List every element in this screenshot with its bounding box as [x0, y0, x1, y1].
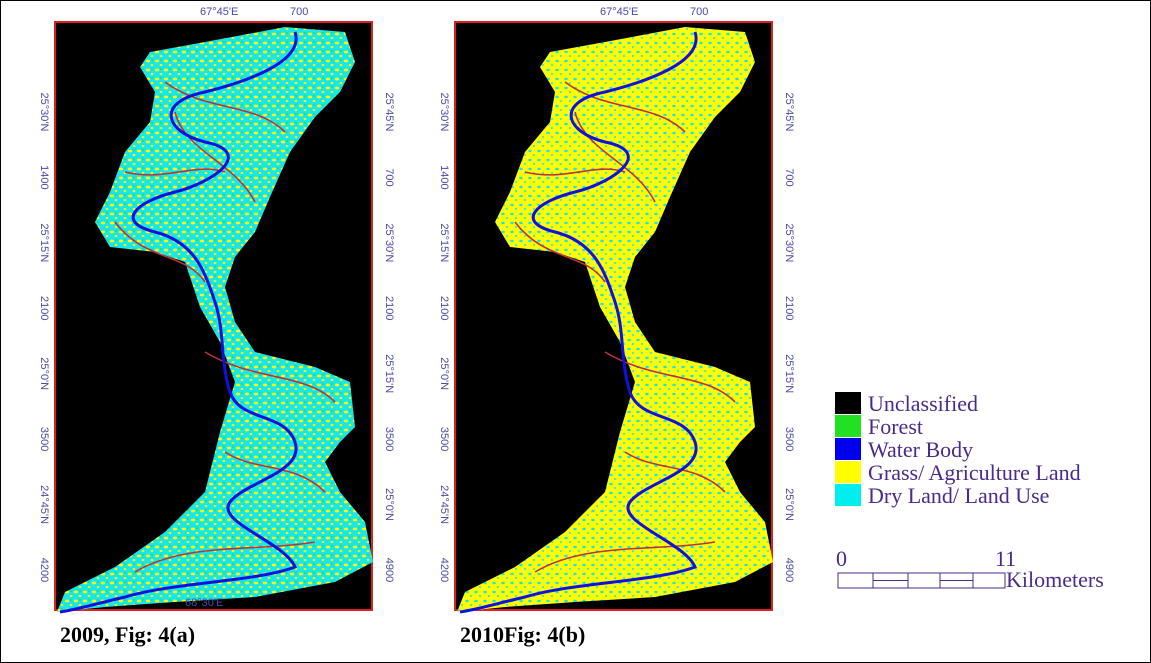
map-panel [454, 21, 773, 614]
top-coordinate: 67°45'E [600, 6, 638, 18]
boundary-line [124, 168, 226, 176]
top-coordinate: 700 [290, 6, 308, 18]
side-coordinate: 25°45'N [383, 93, 395, 132]
legend-swatch [835, 438, 861, 460]
side-coordinate: 3500 [438, 427, 450, 451]
side-coordinate: 4200 [38, 558, 50, 582]
side-coordinate: 2100 [38, 296, 50, 320]
legend-swatch [835, 415, 861, 437]
side-coordinate: 25°15'N [383, 354, 395, 393]
river [59, 31, 298, 614]
side-coordinate: 2100 [438, 296, 450, 320]
side-coordinate: 25°30'N [438, 93, 450, 132]
boundary-line [624, 451, 726, 493]
boundary-line [534, 541, 716, 573]
side-coordinate: 4200 [438, 558, 450, 582]
scale-start: 0 [836, 546, 847, 571]
scale-end: 11 [995, 546, 1016, 571]
legend-label: Unclassified [868, 391, 978, 416]
boundary-line [514, 221, 606, 283]
side-coordinate: 2100 [383, 296, 395, 320]
side-coordinate: 1400 [438, 165, 450, 189]
legend-label: Grass/ Agriculture Land [868, 460, 1081, 485]
legend-label: Forest [868, 414, 923, 439]
map-panel [54, 21, 373, 614]
legend-swatch [835, 392, 861, 414]
side-coordinate: 25°0'N [783, 488, 795, 521]
side-coordinate: 25°0'N [383, 488, 395, 521]
caption: 2010Fig: 4(b) [460, 622, 585, 647]
boundary-line [134, 541, 316, 573]
boundary-line [564, 81, 686, 133]
side-coordinate: 25°30'N [383, 223, 395, 262]
side-coordinate: 25°0'N [38, 357, 50, 390]
side-coordinate: 25°45'N [783, 93, 795, 132]
boundary-line [114, 221, 206, 283]
river [459, 31, 698, 614]
side-coordinate: 25°0'N [438, 357, 450, 390]
side-coordinate: 25°30'N [38, 93, 50, 132]
side-coordinate: 3500 [38, 427, 50, 451]
boundary-line [574, 111, 656, 203]
side-coordinate: 24°45'N [38, 485, 50, 524]
top-coordinate: 67°45'E [200, 6, 238, 18]
boundary-line [174, 111, 256, 203]
scale-bar [837, 572, 1006, 589]
boundary-line [204, 351, 336, 403]
land-area [57, 27, 373, 612]
side-coordinate: 4900 [383, 558, 395, 582]
caption: 2009, Fig: 4(a) [60, 622, 195, 647]
side-coordinate: 3500 [383, 427, 395, 451]
boundary-line [604, 351, 736, 403]
side-coordinate: 700 [383, 168, 395, 186]
legend-swatch [835, 461, 861, 483]
scale-unit: Kilometers [1006, 567, 1104, 592]
top-coordinate: 700 [690, 6, 708, 18]
side-coordinate: 2100 [783, 296, 795, 320]
side-coordinate: 3500 [783, 427, 795, 451]
side-coordinate: 700 [783, 168, 795, 186]
side-coordinate: 1400 [38, 165, 50, 189]
legend-label: Dry Land/ Land Use [868, 483, 1049, 508]
legend-label: Water Body [868, 437, 973, 462]
boundary-line [524, 168, 626, 176]
side-coordinate: 25°15'N [783, 354, 795, 393]
side-coordinate: 24°45'N [438, 485, 450, 524]
side-coordinate: 25°15'N [38, 223, 50, 262]
land-area [457, 27, 773, 612]
legend-swatch [835, 484, 861, 506]
side-coordinate: 4900 [783, 558, 795, 582]
boundary-line [224, 451, 326, 493]
side-coordinate: 25°30'N [783, 223, 795, 262]
side-coordinate: 25°15'N [438, 223, 450, 262]
boundary-line [164, 81, 286, 133]
bottom-coordinate: 68°30'E [185, 597, 223, 609]
